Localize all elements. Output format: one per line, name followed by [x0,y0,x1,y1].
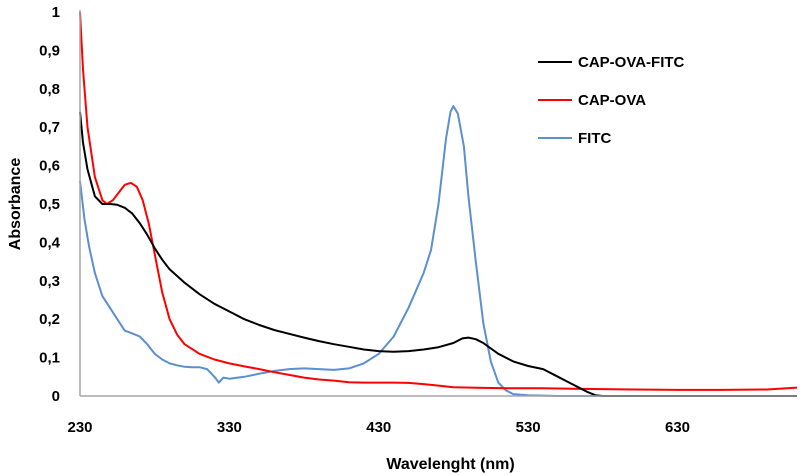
x-tick-label: 230 [67,419,92,436]
legend-label: CAP-OVA [578,92,646,109]
y-tick-label: 0,7 [39,119,60,136]
x-axis-title: Wavelenght (nm) [386,456,514,473]
y-tick-label: 0,8 [39,81,60,98]
series-line-cap-ova-fitc [79,111,797,397]
y-tick-label: 0,5 [39,196,60,213]
y-tick-label: 0,3 [39,273,60,290]
x-tick-label: 530 [516,419,541,436]
x-tick-label: 330 [217,419,242,436]
y-tick-label: 0,9 [39,42,60,59]
series-line-fitc [79,105,797,397]
y-tick-label: 0,6 [39,158,60,175]
series-line-cap-ova [79,11,798,391]
y-tick-labels: 0 0,1 0,2 0,3 0,4 0,5 0,6 0,7 0,8 0,9 1 [39,4,61,405]
x-tick-labels: 230 330 430 530 630 [67,419,690,436]
y-tick-label: 0 [52,388,60,405]
x-tick-label: 430 [366,419,391,436]
y-tick-label: 0,4 [39,234,61,251]
x-tick-label: 630 [665,419,690,436]
legend-label: CAP-OVA-FITC [578,54,685,71]
legend: CAP-OVA-FITC CAP-OVA FITC [538,54,685,147]
y-tick-label: 0,2 [39,311,60,328]
legend-label: FITC [578,130,611,147]
y-tick-label: 0,1 [39,350,60,367]
y-tick-label: 1 [52,4,60,21]
series-lines [79,11,798,397]
y-axis-title: Absorbance [7,158,24,251]
